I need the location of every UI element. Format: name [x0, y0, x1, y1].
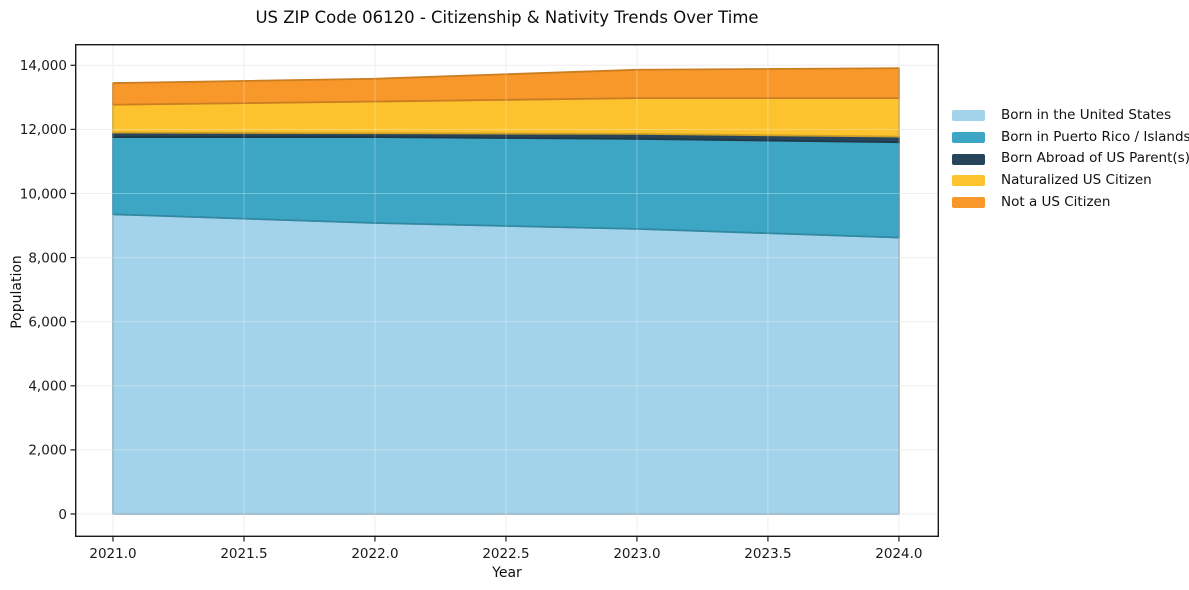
plot-area: 2021.0 2021.5 2022.0 2022.5 2023.0 2023.5 2024… — [20, 43, 939, 562]
legend-swatch-born-abroad — [952, 153, 985, 165]
legend-swatch-born-pr-islands — [952, 132, 985, 144]
legend-swatch-naturalized — [952, 175, 985, 187]
legend-swatch-born-in-us — [952, 110, 985, 122]
legend-label: Born in the United States — [1001, 107, 1172, 124]
legend-label: Born in Puerto Rico / Islands — [1001, 128, 1189, 145]
legend-item: Born in Puerto Rico / Islands — [952, 127, 1189, 149]
legend-item: Naturalized US Citizen — [952, 170, 1189, 192]
x-tick-label: 2023.5 — [744, 546, 791, 562]
y-tick-label: 6,000 — [28, 314, 67, 330]
x-tick-label: 2024.0 — [875, 546, 922, 562]
legend: Born in the United States Born in Puerto… — [952, 105, 1189, 213]
legend-label: Not a US Citizen — [1001, 193, 1111, 210]
x-tick-label: 2022.5 — [482, 546, 529, 562]
legend-label: Born Abroad of US Parent(s) — [1001, 150, 1189, 167]
y-tick-label: 14,000 — [20, 58, 67, 74]
chart-title: US ZIP Code 06120 - Citizenship & Nativi… — [255, 8, 759, 27]
y-tick-label: 4,000 — [28, 379, 67, 395]
plot-frame — [74, 43, 939, 538]
legend-item: Born in the United States — [952, 105, 1189, 127]
y-tick-label: 10,000 — [20, 186, 67, 202]
legend-item: Born Abroad of US Parent(s) — [952, 148, 1189, 170]
y-tick-label: 0 — [58, 507, 67, 523]
y-tick-label: 12,000 — [20, 122, 67, 138]
legend-label: Naturalized US Citizen — [1001, 172, 1152, 189]
y-tick-label: 2,000 — [28, 443, 67, 459]
area-series-4 — [112, 67, 900, 106]
legend-item: Not a US Citizen — [952, 192, 1189, 214]
x-tick-label: 2022.0 — [351, 546, 398, 562]
y-axis-label: Population — [9, 255, 25, 329]
x-tick-label: 2021.0 — [89, 546, 136, 562]
legend-swatch-not-citizen — [952, 197, 985, 209]
gridlines-overlay — [75, 44, 939, 537]
x-tick-label: 2021.5 — [220, 546, 267, 562]
y-tick-label: 8,000 — [28, 250, 67, 266]
x-tick-label: 2023.0 — [613, 546, 660, 562]
x-axis-label: Year — [492, 565, 522, 581]
